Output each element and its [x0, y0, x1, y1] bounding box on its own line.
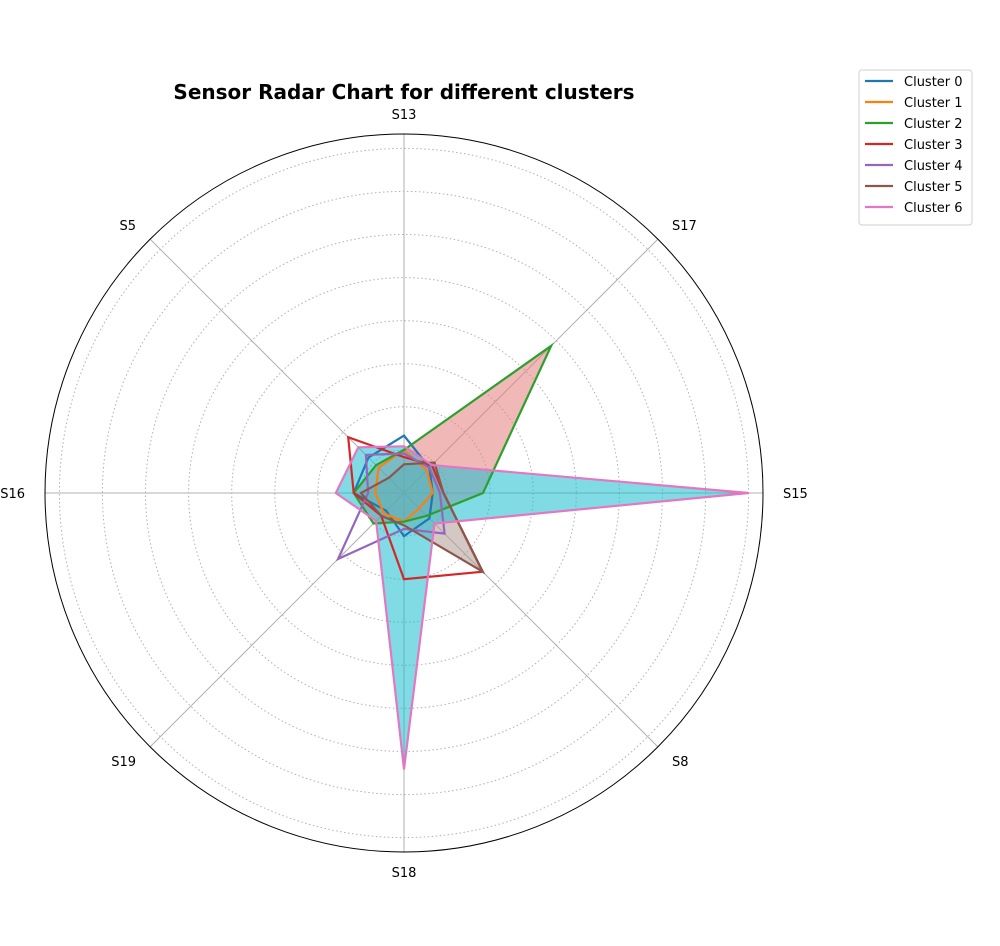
cluster-3-line — [346, 435, 485, 581]
legend-label-cluster-6: Cluster 6 — [904, 201, 963, 216]
chart-title: Sensor Radar Chart for different cluster… — [173, 80, 634, 104]
legend-label-cluster-3: Cluster 3 — [904, 138, 963, 153]
legend-label-cluster-5: Cluster 5 — [904, 180, 963, 195]
legend-label-cluster-1: Cluster 1 — [904, 96, 963, 111]
axis-labels: S13 S17 S15 S8 S18 S19 S16 S5 — [0, 108, 808, 881]
series-lines — [334, 342, 749, 770]
cluster-0-line — [352, 434, 434, 538]
axis-label-s18: S18 — [392, 866, 417, 881]
legend-label-cluster-2: Cluster 2 — [904, 117, 963, 132]
outer-frame — [44, 133, 764, 853]
axis-label-s17: S17 — [672, 219, 697, 234]
legend-label-cluster-0: Cluster 0 — [904, 75, 963, 90]
spoke-s19 — [149, 492, 405, 748]
axis-label-s16: S16 — [0, 487, 25, 502]
legend-label-cluster-4: Cluster 4 — [904, 159, 963, 174]
cluster-6-line — [334, 445, 749, 770]
axis-label-s19: S19 — [111, 755, 136, 770]
axis-label-s13: S13 — [392, 108, 417, 123]
axis-label-s5: S5 — [119, 219, 136, 234]
cluster-4-line — [335, 452, 446, 562]
axis-label-s8: S8 — [672, 755, 689, 770]
axis-label-s15: S15 — [783, 487, 808, 502]
cluster-2-line — [352, 342, 554, 525]
cluster-5-line — [359, 461, 486, 575]
legend: Cluster 0 Cluster 1 Cluster 2 Cluster 3 Clus… — [858, 69, 973, 226]
